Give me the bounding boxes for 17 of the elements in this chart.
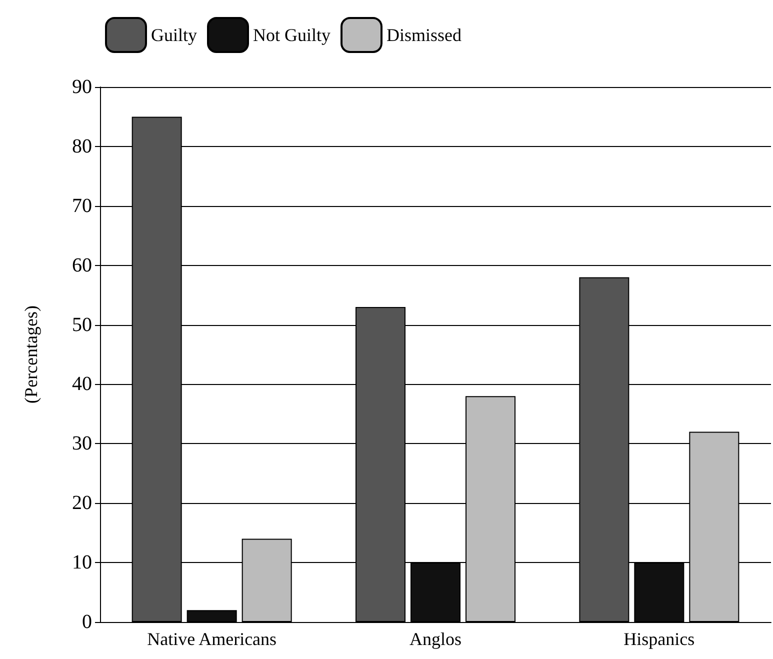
x-tick-label: Native Americans bbox=[147, 629, 277, 649]
y-tick-label: 70 bbox=[72, 194, 92, 217]
legend-label: Guilty bbox=[151, 25, 198, 45]
y-tick-label: 30 bbox=[72, 432, 92, 455]
y-tick-label: 80 bbox=[72, 135, 92, 158]
y-tick-label: 10 bbox=[72, 552, 92, 574]
y-tick-label: 60 bbox=[72, 254, 92, 276]
y-tick-label: 40 bbox=[72, 373, 92, 396]
y-tick-label: 90 bbox=[72, 76, 92, 98]
legend-label: Not Guilty bbox=[253, 25, 331, 45]
y-axis-title: (Percentages) bbox=[21, 306, 41, 404]
x-tick-label: Hispanics bbox=[624, 629, 695, 649]
legend-label: Dismissed bbox=[386, 25, 462, 45]
y-tick-label: 50 bbox=[72, 314, 92, 336]
y-tick-label: 0 bbox=[82, 611, 92, 633]
x-tick-label: Anglos bbox=[409, 629, 462, 649]
y-tick-label: 20 bbox=[72, 492, 92, 514]
